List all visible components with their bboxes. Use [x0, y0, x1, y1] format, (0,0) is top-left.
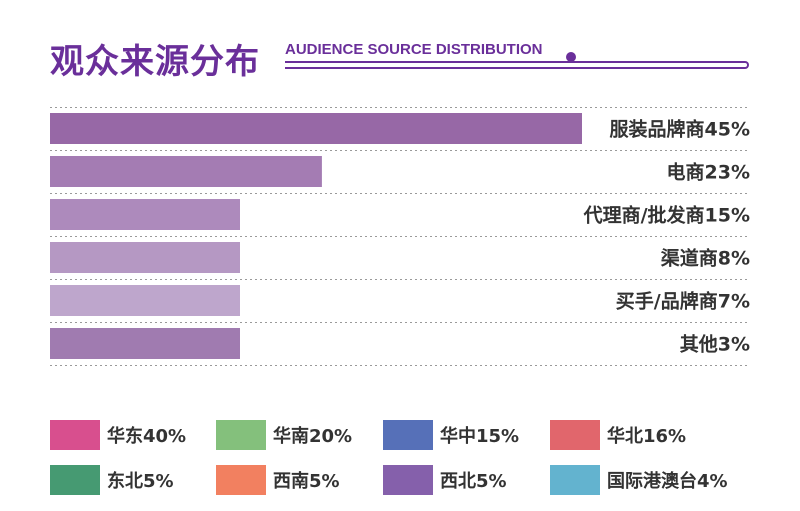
- page-title: 观众来源分布: [50, 42, 260, 82]
- category-label: 其他3%: [680, 333, 750, 356]
- bar: [50, 285, 240, 316]
- title-underline: [285, 61, 749, 69]
- bar: [50, 199, 240, 230]
- category-label: 服装品牌商45%: [610, 118, 750, 141]
- bar: [50, 113, 582, 144]
- category-label: 买手/品牌商7%: [616, 290, 750, 313]
- page-subtitle: AUDIENCE SOURCE DISTRIBUTION: [285, 41, 543, 58]
- title-dot: [566, 52, 576, 62]
- bar: [50, 242, 240, 273]
- category-label: 代理商/批发商15%: [583, 204, 750, 227]
- bar: [50, 156, 322, 187]
- category-label: 电商23%: [667, 161, 750, 184]
- category-label: 渠道商8%: [661, 247, 750, 270]
- bar: [50, 328, 240, 359]
